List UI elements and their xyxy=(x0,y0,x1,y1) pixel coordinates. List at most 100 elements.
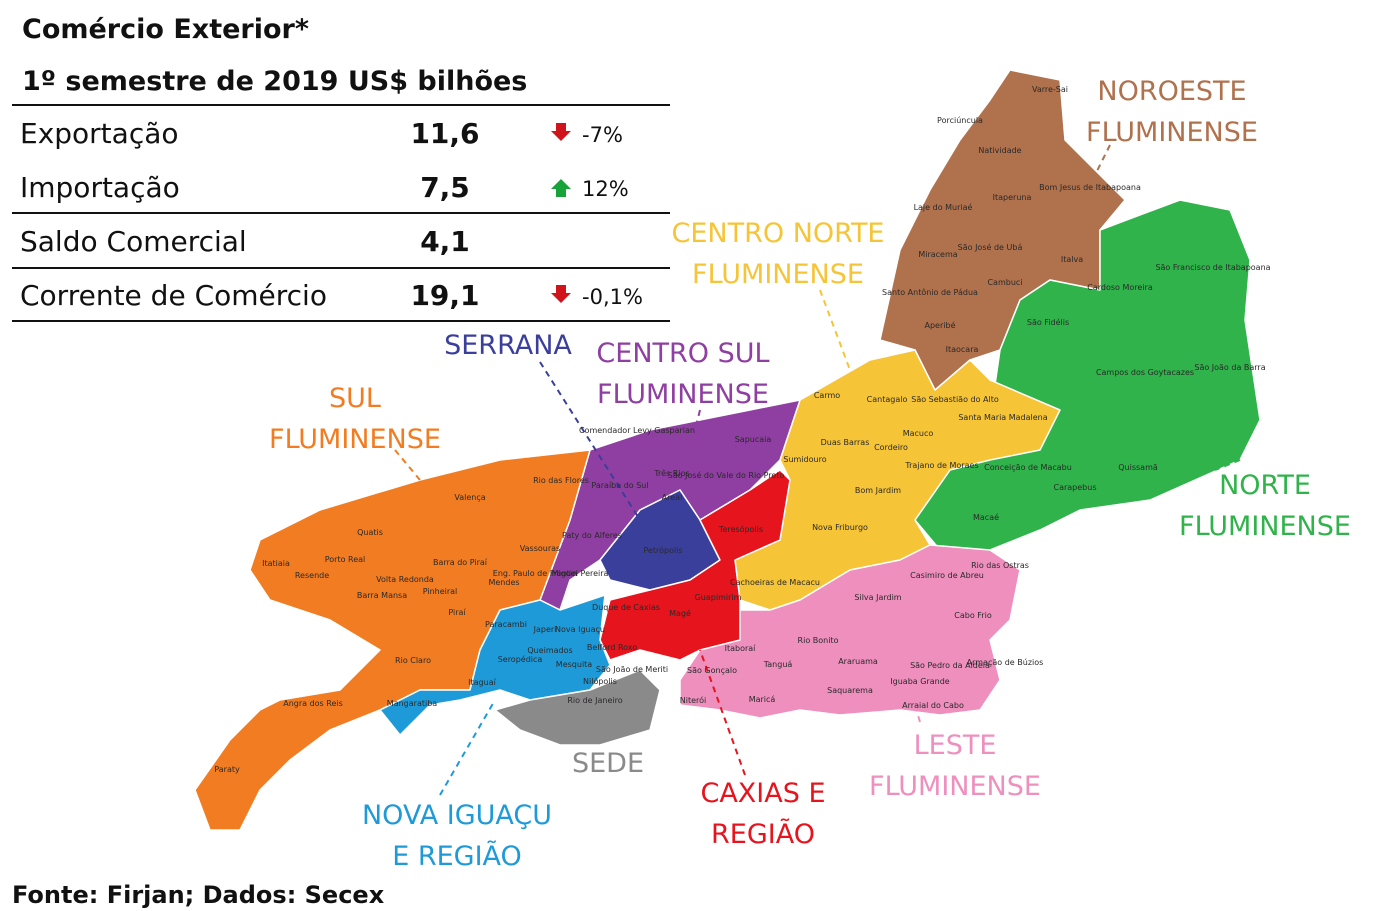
municipality-label: Valença xyxy=(454,493,485,502)
arrow-up xyxy=(551,179,571,197)
region-label: CAXIAS E xyxy=(700,778,825,809)
region-label: FLUMINENSE xyxy=(869,771,1041,802)
municipality-label: Guapimirim xyxy=(695,593,742,602)
municipality-label: Belford Roxo xyxy=(587,643,637,652)
municipality-label: Pinheiral xyxy=(423,587,458,596)
municipality-label: Itaocara xyxy=(946,345,979,354)
municipality-label: Miguel Pereira xyxy=(552,569,609,578)
region-label: NOVA IGUAÇU xyxy=(362,800,552,831)
municipality-label: São Gonçalo xyxy=(687,666,737,675)
municipality-label: Rio de Janeiro xyxy=(567,696,622,705)
municipality-label: Natividade xyxy=(978,146,1021,155)
municipality-label: Macuco xyxy=(903,429,934,438)
region-label: FLUMINENSE xyxy=(1086,117,1258,148)
municipality-label: São João da Barra xyxy=(1194,363,1265,372)
municipality-label: Duque de Caxias xyxy=(592,603,660,612)
region-label: SEDE xyxy=(572,748,644,779)
municipality-label: Silva Jardim xyxy=(854,593,901,602)
municipality-label: Piraí xyxy=(448,608,466,617)
municipality-label: Tanguá xyxy=(763,660,793,669)
municipality-label: São José de Ubá xyxy=(958,242,1023,252)
region-label: FLUMINENSE xyxy=(597,379,769,410)
municipality-label: Conceição de Macabu xyxy=(984,463,1072,472)
municipality-label: Cabo Frio xyxy=(954,611,992,620)
municipality-label: Cambuci xyxy=(987,278,1022,287)
municipality-label: São Fidélis xyxy=(1027,317,1069,327)
municipality-label: Petrópolis xyxy=(643,545,682,555)
leader xyxy=(439,699,496,796)
map xyxy=(194,69,1261,831)
municipality-label: Aperibé xyxy=(925,320,956,330)
municipality-label: Japeri xyxy=(533,625,557,634)
municipality-label: Casimiro de Abreu xyxy=(910,571,984,580)
municipality-label: Porto Real xyxy=(325,555,366,564)
region-label: SUL xyxy=(329,383,381,414)
row-label: Corrente de Comércio xyxy=(20,279,327,312)
municipality-label: Cachoeiras de Macacu xyxy=(730,578,820,587)
region-label: FLUMINENSE xyxy=(1179,511,1351,542)
municipality-label: São Sebastião do Alto xyxy=(911,395,999,404)
row-change: -0,1% xyxy=(582,285,643,309)
municipality-label: Maricá xyxy=(749,695,776,704)
municipality-label: Paraty xyxy=(214,765,240,774)
municipality-label: Sumidouro xyxy=(783,455,826,464)
municipality-label: Bom Jardim xyxy=(855,486,901,495)
municipality-label: São José do Vale do Rio Preto xyxy=(668,470,785,480)
municipality-label: São Francisco de Itabapoana xyxy=(1155,263,1270,272)
region-label: LESTE xyxy=(914,730,997,761)
row-value: 4,1 xyxy=(420,225,470,258)
area-norte xyxy=(914,199,1261,551)
region-label: NOROESTE xyxy=(1097,76,1246,107)
region-label: REGIÃO xyxy=(711,818,815,850)
region-label: E REGIÃO xyxy=(392,840,522,872)
municipality-label: Barra do Piraí xyxy=(433,558,488,567)
municipality-label: Queimados xyxy=(527,646,572,655)
municipality-label: Itatiaia xyxy=(262,559,290,568)
row-value: 19,1 xyxy=(410,279,479,312)
leader xyxy=(699,649,746,776)
area-sede xyxy=(494,669,661,746)
region-label: FLUMINENSE xyxy=(269,424,441,455)
row-change: -7% xyxy=(582,123,623,147)
row-label: Importação xyxy=(20,171,180,204)
municipality-label: Saquarema xyxy=(827,686,873,695)
source: Fonte: Firjan; Dados: Secex xyxy=(12,881,385,909)
region-label: SERRANA xyxy=(444,330,572,361)
leader xyxy=(539,361,641,521)
municipality-label: Iguaba Grande xyxy=(890,677,949,686)
leader xyxy=(1089,144,1111,186)
municipality-label: Eng. Paulo de Frontin xyxy=(493,569,577,578)
municipality-label: Varre-Sai xyxy=(1032,85,1068,94)
municipality-label: Armação de Búzios xyxy=(967,658,1044,667)
municipality-label: Carmo xyxy=(814,391,840,400)
municipality-label: Volta Redonda xyxy=(376,575,434,584)
municipality-label: Itaperuna xyxy=(993,193,1032,202)
municipality-label: Itaguaí xyxy=(468,678,496,687)
municipality-label: Paty do Alferes xyxy=(562,531,622,540)
row-label: Exportação xyxy=(20,117,179,150)
region-label: CENTRO SUL xyxy=(596,338,769,369)
municipality-label: Arraial do Cabo xyxy=(902,701,964,710)
municipality-label: Santo Antônio de Pádua xyxy=(882,287,978,297)
area-caxias xyxy=(599,469,791,661)
municipality-label: Rio das Flores xyxy=(533,476,589,485)
region-label: CENTRO NORTE xyxy=(672,218,885,249)
municipality-label: Italva xyxy=(1061,255,1083,264)
municipality-label: Itaboraí xyxy=(725,644,757,653)
arrow-down xyxy=(551,123,571,141)
municipality-label: Quissamã xyxy=(1118,463,1158,472)
municipality-label: Areal xyxy=(662,493,683,502)
leaders xyxy=(394,144,1241,796)
row-value: 7,5 xyxy=(420,171,470,204)
leader xyxy=(689,409,701,451)
arrow-down xyxy=(551,285,571,303)
municipality-label: Laje do Muriaé xyxy=(914,202,973,212)
row-change: 12% xyxy=(582,177,629,201)
municipality-label: Seropédica xyxy=(498,654,543,664)
municipality-label: Rio Bonito xyxy=(798,636,839,645)
municipality-label: Resende xyxy=(295,571,329,580)
municipality-label: Carapebus xyxy=(1054,483,1097,492)
municipality-label: Paraíba do Sul xyxy=(591,481,648,490)
municipality-label: Cardoso Moreira xyxy=(1087,283,1153,292)
